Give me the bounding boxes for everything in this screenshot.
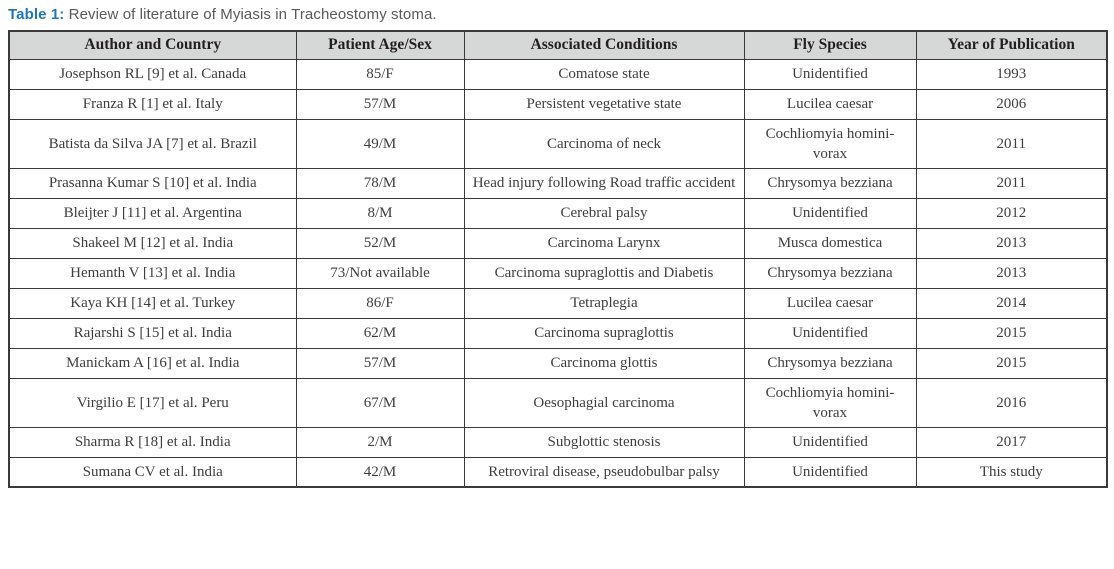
cell-author-country: Shakeel M [12] et al. India [8, 227, 297, 259]
cell-associated-conditions: Oesophagial carcinoma [463, 377, 745, 428]
cell-patient-age-sex: 42/M [295, 456, 465, 488]
table-row: Manickam A [16] et al. India 57/M Carcinom… [8, 347, 1108, 379]
cell-associated-conditions: Subglottic stenosis [463, 426, 745, 458]
cell-associated-conditions: Carcinoma glottis [463, 347, 745, 379]
table-row: Sumana CV et al. India 42/M Retroviral dis… [8, 456, 1108, 488]
cell-year-of-publication: 2015 [915, 317, 1108, 349]
cell-fly-species: Unidentified [743, 58, 917, 90]
table-row: Shakeel M [12] et al. India 52/M Carcinoma… [8, 227, 1108, 259]
cell-associated-conditions: Comatose state [463, 58, 745, 90]
cell-year-of-publication: 2011 [915, 118, 1108, 169]
cell-author-country: Manickam A [16] et al. India [8, 347, 297, 379]
cell-year-of-publication: 2015 [915, 347, 1108, 379]
column-header-year-of-publication: Year of Publication [915, 30, 1108, 60]
table-row: Virgilio E [17] et al. Peru 67/M Oesophagi… [8, 377, 1108, 428]
cell-fly-species: Chrysomya bezziana [743, 257, 917, 289]
cell-patient-age-sex: 73/Not available [295, 257, 465, 289]
cell-author-country: Prasanna Kumar S [10] et al. India [8, 167, 297, 199]
table-row: Hemanth V [13] et al. India 73/Not availa… [8, 257, 1108, 289]
cell-fly-species: Unidentified [743, 197, 917, 229]
table-caption: Table 1: Review of literature of Myiasis… [0, 0, 1114, 30]
cell-author-country: Virgilio E [17] et al. Peru [8, 377, 297, 428]
cell-author-country: Franza R [1] et al. Italy [8, 88, 297, 120]
cell-patient-age-sex: 49/M [295, 118, 465, 169]
table-body: Josephson RL [9] et al. Canada 85/F Comato… [8, 58, 1108, 488]
cell-associated-conditions: Carcinoma supraglottis [463, 317, 745, 349]
cell-year-of-publication: 2013 [915, 257, 1108, 289]
cell-patient-age-sex: 62/M [295, 317, 465, 349]
cell-fly-species: Chrysomya bezziana [743, 167, 917, 199]
cell-year-of-publication: 2011 [915, 167, 1108, 199]
cell-author-country: Sharma R [18] et al. India [8, 426, 297, 458]
table-row: Kaya KH [14] et al. Turkey 86/F Tetraplegi… [8, 287, 1108, 319]
cell-year-of-publication: 1993 [915, 58, 1108, 90]
cell-year-of-publication: 2017 [915, 426, 1108, 458]
cell-associated-conditions: Head injury following Road traffic accid… [463, 167, 745, 199]
table-header-row: Author and Country Patient Age/Sex Assoc… [8, 30, 1108, 60]
cell-patient-age-sex: 86/F [295, 287, 465, 319]
cell-patient-age-sex: 57/M [295, 347, 465, 379]
cell-author-country: Sumana CV et al. India [8, 456, 297, 488]
table-row: Batista da Silva JA [7] et al. Brazil 49/… [8, 118, 1108, 169]
cell-year-of-publication: 2014 [915, 287, 1108, 319]
cell-fly-species: Unidentified [743, 426, 917, 458]
cell-associated-conditions: Tetraplegia [463, 287, 745, 319]
column-header-author-country: Author and Country [8, 30, 297, 60]
cell-fly-species: Unidentified [743, 317, 917, 349]
cell-author-country: Rajarshi S [15] et al. India [8, 317, 297, 349]
cell-year-of-publication: 2016 [915, 377, 1108, 428]
cell-fly-species: Chrysomya bezziana [743, 347, 917, 379]
cell-patient-age-sex: 2/M [295, 426, 465, 458]
cell-year-of-publication: This study [915, 456, 1108, 488]
column-header-associated-conditions: Associated Conditions [463, 30, 745, 60]
table-row: Prasanna Kumar S [10] et al. India 78/M He… [8, 167, 1108, 199]
table-caption-text: Review of literature of Myiasis in Trach… [64, 6, 437, 23]
cell-patient-age-sex: 78/M [295, 167, 465, 199]
column-header-patient-age-sex: Patient Age/Sex [295, 30, 465, 60]
cell-patient-age-sex: 8/M [295, 197, 465, 229]
cell-fly-species: Unidentified [743, 456, 917, 488]
cell-patient-age-sex: 85/F [295, 58, 465, 90]
cell-fly-species: Lucilea caesar [743, 287, 917, 319]
cell-author-country: Kaya KH [14] et al. Turkey [8, 287, 297, 319]
cell-author-country: Hemanth V [13] et al. India [8, 257, 297, 289]
table-row: Bleijter J [11] et al. Argentina 8/M Cereb… [8, 197, 1108, 229]
cell-fly-species: Cochliomyia homini-vorax [743, 118, 917, 169]
table-caption-label: Table 1: [8, 6, 65, 23]
cell-fly-species: Cochliomyia homini-vorax [743, 377, 917, 428]
cell-associated-conditions: Cerebral palsy [463, 197, 745, 229]
cell-patient-age-sex: 67/M [295, 377, 465, 428]
cell-associated-conditions: Carcinoma Larynx [463, 227, 745, 259]
cell-author-country: Batista da Silva JA [7] et al. Brazil [8, 118, 297, 169]
cell-patient-age-sex: 52/M [295, 227, 465, 259]
cell-author-country: Josephson RL [9] et al. Canada [8, 58, 297, 90]
cell-associated-conditions: Carcinoma of neck [463, 118, 745, 169]
table-row: Franza R [1] et al. Italy 57/M Persistent … [8, 88, 1108, 120]
cell-year-of-publication: 2006 [915, 88, 1108, 120]
literature-review-table: Author and Country Patient Age/Sex Assoc… [8, 30, 1108, 488]
cell-associated-conditions: Carcinoma supraglottis and Diabetis [463, 257, 745, 289]
cell-associated-conditions: Persistent vegetative state [463, 88, 745, 120]
table-row: Sharma R [18] et al. India 2/M Subglottic … [8, 426, 1108, 458]
column-header-fly-species: Fly Species [743, 30, 917, 60]
cell-associated-conditions: Retroviral disease, pseudobulbar palsy [463, 456, 745, 488]
cell-author-country: Bleijter J [11] et al. Argentina [8, 197, 297, 229]
cell-year-of-publication: 2013 [915, 227, 1108, 259]
cell-patient-age-sex: 57/M [295, 88, 465, 120]
cell-fly-species: Musca domestica [743, 227, 917, 259]
table-row: Rajarshi S [15] et al. India 62/M Carcinom… [8, 317, 1108, 349]
table-row: Josephson RL [9] et al. Canada 85/F Comato… [8, 58, 1108, 90]
table-header: Author and Country Patient Age/Sex Assoc… [8, 30, 1108, 60]
cell-fly-species: Lucilea caesar [743, 88, 917, 120]
cell-year-of-publication: 2012 [915, 197, 1108, 229]
